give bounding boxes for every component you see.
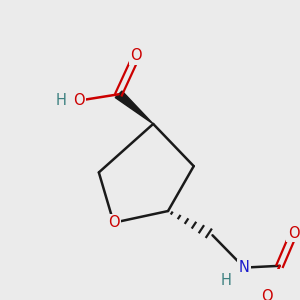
Text: H: H — [221, 273, 232, 288]
Text: O: O — [288, 226, 299, 241]
Text: N: N — [239, 260, 250, 275]
Text: O: O — [261, 289, 273, 300]
Polygon shape — [115, 91, 153, 124]
Text: O: O — [73, 93, 85, 108]
Text: O: O — [108, 215, 119, 230]
Text: O: O — [130, 48, 142, 63]
Text: H: H — [56, 93, 67, 108]
